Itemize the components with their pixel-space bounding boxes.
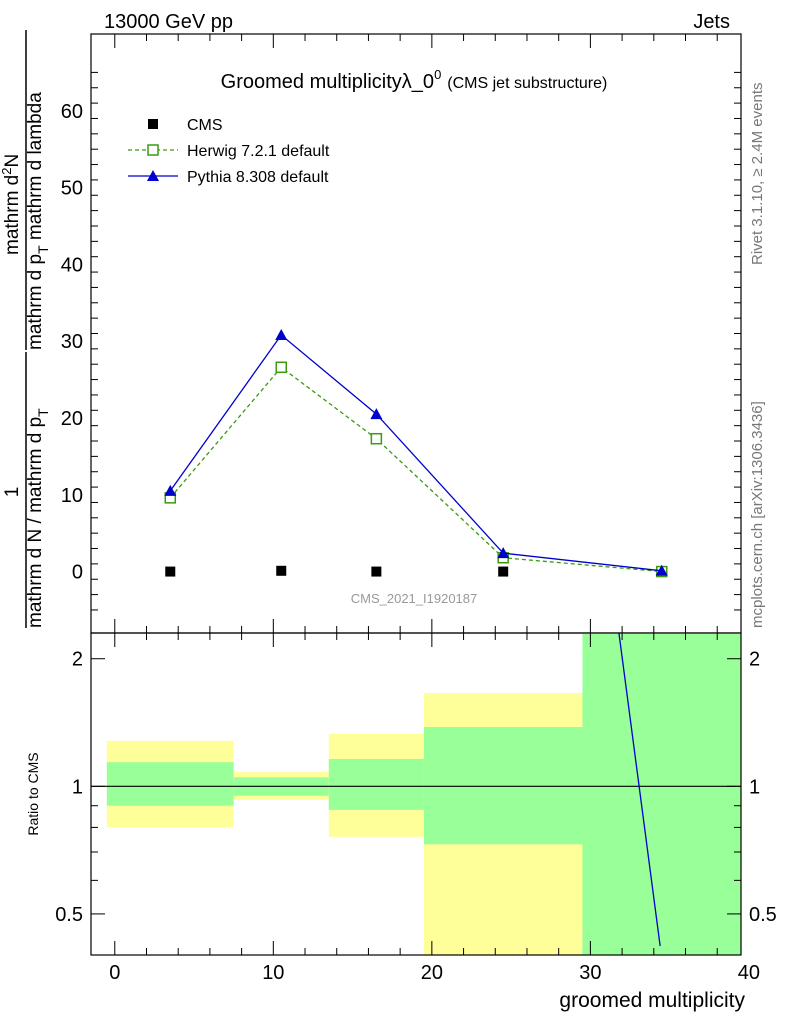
x-axis-label: groomed multiplicity	[559, 989, 745, 1012]
ylabel-denominator-1: mathrm d N / mathrm d pT	[25, 408, 51, 628]
pythia-point	[164, 484, 177, 496]
ratio-plot-frame	[90, 632, 742, 956]
x-tick-label: 10	[262, 962, 284, 984]
pythia-point	[497, 547, 510, 559]
ratio-axis-ticks: 0.5 0.51 12 20 10 20 30 40	[55, 633, 777, 984]
ratio-uncertainty-bands	[106, 633, 741, 955]
x-tick-label: 20	[421, 962, 443, 984]
ratio-y-tick-label-right: 2	[749, 649, 760, 671]
y-tick-label: 40	[61, 254, 83, 276]
series-line	[169, 366, 662, 573]
legend-label-pythia: Pythia 8.308 default	[187, 169, 329, 186]
pythia-point	[275, 329, 288, 341]
chart-title: Groomed multiplicityλ_00(CMS jet substru…	[221, 67, 608, 93]
cms-point	[498, 566, 509, 577]
y-axis-label: 1 mathrm d N / mathrm d pT mathrm d2N ma…	[0, 30, 51, 628]
series-group	[164, 329, 668, 578]
ratio-y-label: Ratio to CMS	[25, 752, 41, 835]
pythia-ratio-line	[618, 633, 661, 947]
y-tick-label: 50	[61, 178, 83, 200]
cms-point	[165, 566, 176, 577]
x-tick-label: 0	[109, 962, 120, 984]
ratio-y-tick-label-right: 0.5	[749, 904, 777, 926]
x-tick-label: 30	[579, 962, 601, 984]
ratio-y-tick-label-right: 1	[749, 776, 760, 798]
legend-marker-herwig	[147, 144, 159, 156]
herwig-point	[275, 361, 287, 374]
pythia-point	[655, 564, 668, 576]
ylabel-numerator-1: 1	[2, 487, 23, 498]
ratio-band-green	[328, 759, 424, 810]
ratio-y-tick-label: 1	[72, 776, 83, 798]
herwig-point	[370, 432, 383, 445]
ratio-band-green	[582, 633, 741, 955]
mcplots-label: mcplots.cern.ch [arXiv:1306.3436]	[749, 401, 766, 628]
ratio-lines	[91, 633, 741, 947]
ratio-panel: 0.5 0.51 12 20 10 20 30 40 Ratio to CMS groomed…	[25, 632, 777, 1012]
pythia-point	[370, 408, 383, 420]
ylabel-denominator-2: mathrm d pT mathrm d lambda	[25, 92, 51, 350]
y-tick-label: 20	[61, 408, 83, 430]
legend-marker-cms	[148, 119, 158, 129]
cms-point	[276, 565, 287, 576]
ratio-y-tick-label: 2	[72, 649, 83, 671]
ratio-y-tick-label: 0.5	[55, 904, 83, 926]
ratio-band-green	[423, 727, 583, 845]
cms-point	[371, 566, 382, 577]
legend-label-herwig: Herwig 7.2.1 default	[187, 143, 330, 160]
legend-marker-pythia	[147, 170, 159, 181]
analysis-watermark: CMS_2021_I1920187	[351, 591, 478, 606]
ylabel-numerator-2: mathrm d2N	[0, 154, 23, 255]
legend-label-cms: CMS	[187, 117, 223, 134]
series-line	[169, 334, 662, 572]
header-right-label: Jets	[693, 11, 730, 33]
y-tick-label: 60	[61, 101, 83, 123]
legend: CMS Herwig 7.2.1 default Pythia 8.308 de…	[128, 117, 330, 186]
y-tick-label: 30	[61, 331, 83, 353]
ratio-band-green	[106, 762, 234, 806]
header-left-label: 13000 GeV pp	[104, 11, 233, 33]
y-tick-label: 10	[61, 485, 83, 507]
rivet-label: Rivet 3.1.10, ≥ 2.4M events	[749, 83, 766, 266]
main-plot-panel: Groomed multiplicityλ_00(CMS jet substru…	[61, 33, 742, 634]
y-tick-label: 0	[72, 562, 83, 584]
y-axis-ticks: 0 10 20 30 40 50 60	[61, 34, 741, 633]
x-tick-label: 40	[738, 962, 760, 984]
